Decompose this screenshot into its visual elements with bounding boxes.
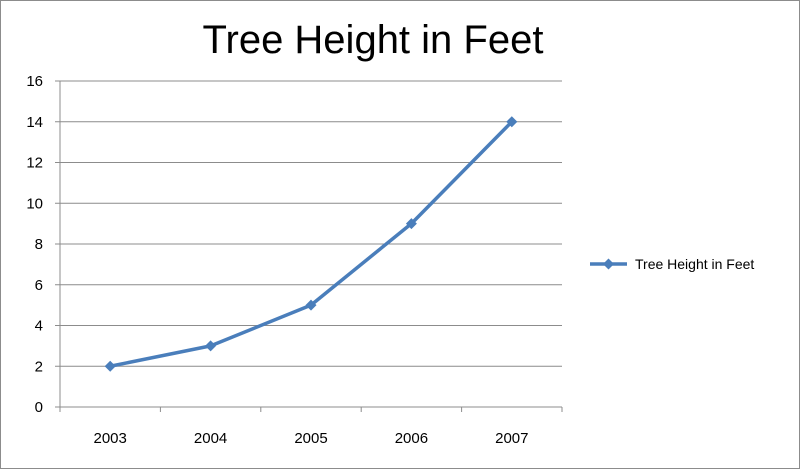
- y-tick-label: 4: [35, 318, 43, 335]
- x-tick-label: 2006: [395, 430, 428, 447]
- data-point-marker: [205, 340, 217, 352]
- y-tick-label: 8: [35, 236, 43, 253]
- y-tick-label: 16: [26, 73, 43, 90]
- chart-title: Tree Height in Feet: [203, 18, 544, 62]
- y-tick-label: 12: [26, 155, 43, 172]
- y-axis-tick-labels: 0 2 4 6 8 10 12 14 16: [26, 73, 43, 416]
- x-tick-label: 2004: [194, 430, 227, 447]
- x-tick-label: 2007: [495, 430, 528, 447]
- data-point-marker: [405, 218, 417, 230]
- gridlines: [60, 80, 562, 367]
- x-axis-tick-labels: 2003 2004 2005 2006 2007: [94, 430, 529, 447]
- y-tick-label: 0: [35, 399, 43, 416]
- legend: Tree Height in Feet: [590, 256, 754, 272]
- data-point-marker: [104, 360, 116, 372]
- y-tick-label: 6: [35, 277, 43, 294]
- y-tick-label: 2: [35, 358, 43, 375]
- y-tick-label: 14: [26, 114, 43, 131]
- axes: [55, 80, 563, 412]
- x-tick-label: 2003: [94, 430, 127, 447]
- legend-marker: [603, 258, 614, 270]
- legend-label: Tree Height in Feet: [635, 256, 754, 272]
- data-point-marker: [506, 116, 518, 128]
- series-layer: [104, 116, 518, 372]
- y-tick-label: 10: [26, 195, 43, 212]
- data-point-marker: [305, 299, 317, 311]
- x-tick-label: 2005: [294, 430, 327, 447]
